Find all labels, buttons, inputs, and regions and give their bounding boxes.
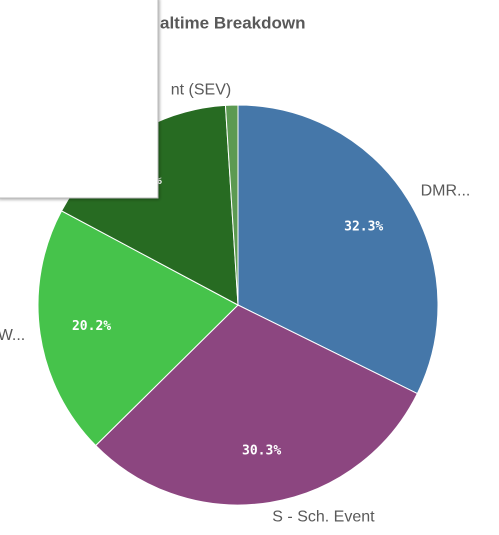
value-label: 32.3% bbox=[344, 219, 383, 234]
chart-title: altime Breakdown bbox=[160, 13, 306, 32]
category-label: DMR... bbox=[421, 183, 471, 200]
value-label: 30.3% bbox=[242, 444, 281, 459]
category-label: S - Sch. Event bbox=[272, 508, 375, 525]
category-label: W... bbox=[0, 327, 25, 344]
pie-slice bbox=[94, 304, 418, 506]
category-label: nt (SEV) bbox=[171, 81, 231, 98]
value-label: 20.2% bbox=[72, 319, 111, 334]
overlay-panel[interactable] bbox=[0, 0, 159, 199]
pie bbox=[37, 104, 439, 506]
pie-slice bbox=[37, 210, 239, 447]
pie-slice bbox=[224, 104, 239, 306]
pie-slice bbox=[237, 104, 439, 395]
